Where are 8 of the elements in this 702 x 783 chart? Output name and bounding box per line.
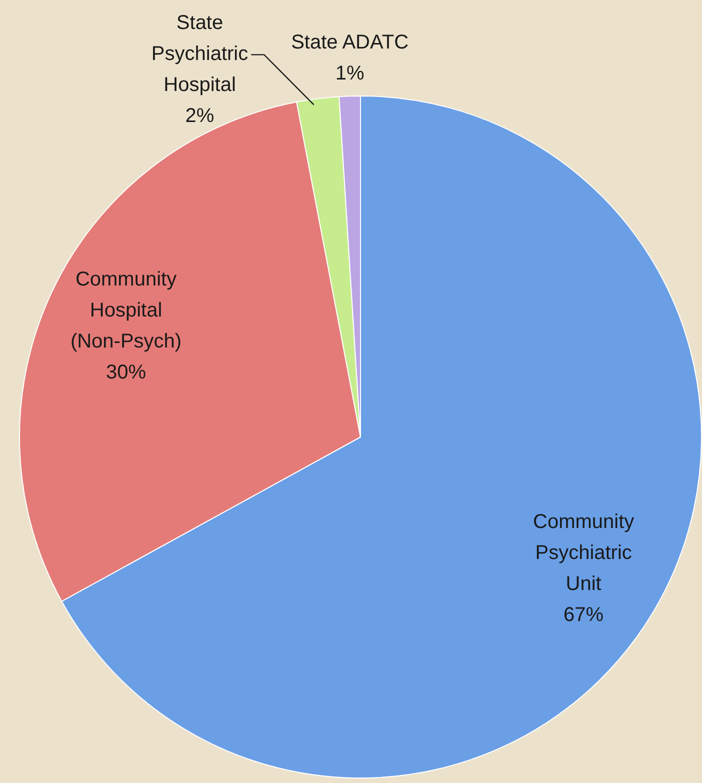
slice-label: Community Psychiatric Unit	[533, 510, 634, 595]
slice-label: Community Hospital (Non-Psych)	[70, 268, 182, 353]
data-label: 67%	[564, 604, 604, 626]
slice-label: State ADATC	[291, 32, 409, 54]
data-label: 30%	[106, 362, 146, 384]
data-label: 1%	[335, 62, 364, 85]
data-label: 2%	[185, 105, 214, 128]
slice-label: State Psychiatric Hospital	[151, 12, 248, 96]
